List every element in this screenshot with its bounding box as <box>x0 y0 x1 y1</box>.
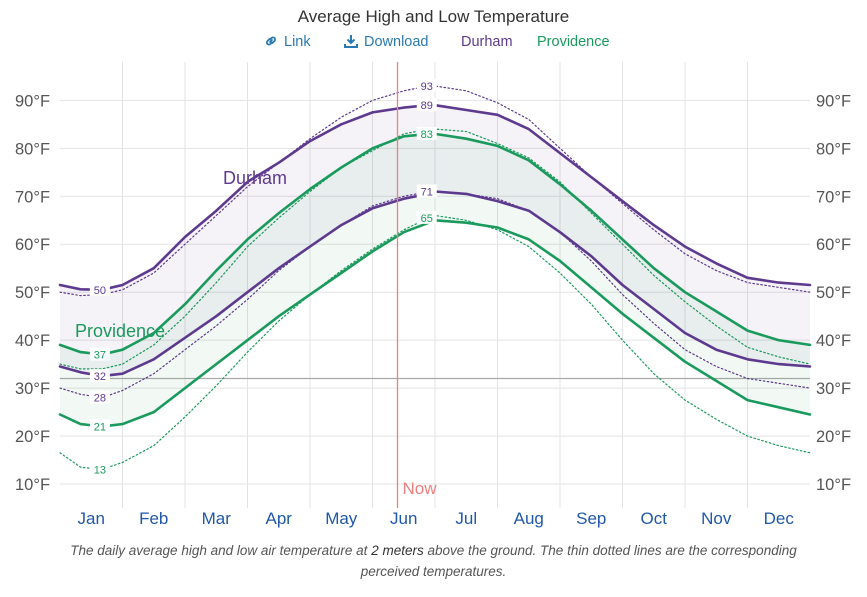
series-label-durham: Durham <box>223 168 287 188</box>
caption-text-2: above the ground. The thin dotted lines … <box>360 543 797 579</box>
data-label: 83 <box>421 129 433 141</box>
temperature-chart: 10°F 10°F 20°F 20°F 30°F 30°F 40°F 40°F 50°F 50°F… <box>15 62 851 528</box>
data-label: 50 <box>94 285 106 297</box>
series-label-providence: Providence <box>75 321 165 341</box>
link-icon <box>266 36 276 46</box>
caption-emphasis: 2 meters <box>371 543 424 558</box>
y-tick-label-right: 60°F <box>816 236 851 254</box>
data-label: 28 <box>94 393 106 405</box>
y-tick-label-right: 20°F <box>816 428 851 446</box>
data-label: 13 <box>94 465 106 477</box>
download-button[interactable]: Download <box>344 34 429 50</box>
x-tick-label-month: Jul <box>455 509 477 528</box>
data-label: 32 <box>94 371 106 383</box>
link-button[interactable]: Link <box>264 34 311 50</box>
y-tick-label-left: 90°F <box>15 92 50 110</box>
y-tick-label-left: 30°F <box>15 380 50 398</box>
x-tick-label-month: Nov <box>701 509 732 528</box>
data-label-bg <box>416 184 437 198</box>
download-label: Download <box>364 34 429 50</box>
x-tick-label-month: Dec <box>764 509 795 528</box>
y-tick-label-left: 10°F <box>15 476 50 494</box>
y-tick-label-left: 20°F <box>15 428 50 446</box>
x-tick-label-month: Apr <box>266 509 293 528</box>
data-label-bg <box>416 126 437 140</box>
y-tick-label-left: 70°F <box>15 188 50 206</box>
y-tick-label-right: 10°F <box>816 476 851 494</box>
data-label: 93 <box>421 81 433 93</box>
link-label: Link <box>284 34 311 50</box>
y-tick-label-right: 90°F <box>816 92 851 110</box>
x-tick-label-month: Mar <box>202 509 232 528</box>
data-label: 71 <box>421 186 433 198</box>
data-label-bg <box>89 282 110 296</box>
data-label-bg <box>416 98 437 112</box>
y-tick-label-right: 70°F <box>816 188 851 206</box>
data-label: 65 <box>421 213 433 225</box>
y-tick-label-left: 80°F <box>15 140 50 158</box>
download-icon <box>344 35 358 48</box>
chart-toolbar: Link Download Durham Providence <box>0 34 867 52</box>
data-label: 37 <box>94 350 106 362</box>
y-tick-label-right: 40°F <box>816 332 851 350</box>
y-tick-label-right: 80°F <box>816 140 851 158</box>
data-label-bg <box>89 347 110 361</box>
data-label: 89 <box>421 100 433 112</box>
series-line-providence-low-perceived <box>59 214 811 471</box>
caption-text-1: The daily average high and low air tempe… <box>70 543 372 558</box>
data-label-bg <box>416 78 437 92</box>
y-tick-label-right: 30°F <box>816 380 851 398</box>
chart-title: Average High and Low Temperature <box>297 7 570 26</box>
data-label-bg <box>89 419 110 433</box>
x-tick-label-month: May <box>325 509 358 528</box>
y-tick-label-left: 50°F <box>15 284 50 302</box>
data-label-bg <box>89 390 110 404</box>
durham-band <box>60 105 810 377</box>
chart-caption: The daily average high and low air tempe… <box>40 540 827 582</box>
x-tick-label-month: Oct <box>641 509 668 528</box>
y-tick-label-left: 60°F <box>15 236 50 254</box>
x-tick-label-month: Jan <box>78 509 105 528</box>
y-tick-label-left: 40°F <box>15 332 50 350</box>
x-tick-label-month: Aug <box>514 509 544 528</box>
data-label: 21 <box>94 421 106 433</box>
legend-durham[interactable]: Durham <box>461 34 513 50</box>
x-tick-label-month: Jun <box>390 509 417 528</box>
data-label-bg <box>416 210 437 224</box>
x-tick-label-month: Feb <box>139 509 168 528</box>
legend-providence[interactable]: Providence <box>537 34 610 50</box>
data-label-bg <box>89 369 110 383</box>
y-tick-label-right: 50°F <box>816 284 851 302</box>
now-label: Now <box>403 479 438 498</box>
data-label-bg <box>89 462 110 476</box>
x-tick-label-month: Sep <box>576 509 606 528</box>
series-line-durham-low-perceived <box>59 190 811 399</box>
